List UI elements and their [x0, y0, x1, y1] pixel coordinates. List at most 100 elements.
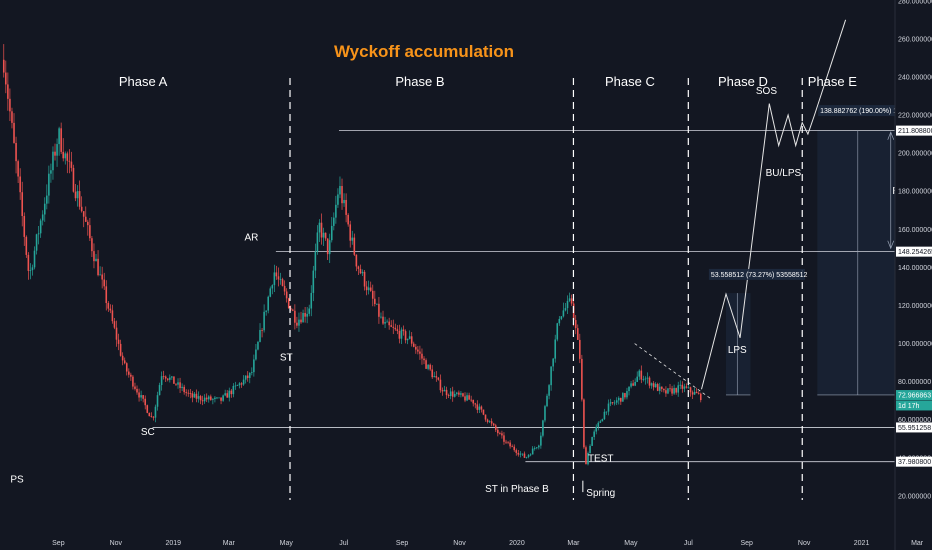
candle-body: [220, 397, 222, 401]
candle-body: [386, 321, 388, 323]
candle-body: [585, 447, 587, 465]
price-label-text: 55.951258: [898, 425, 931, 432]
candle-body: [646, 377, 649, 379]
candle-body: [603, 411, 606, 420]
candle-body: [121, 355, 124, 361]
phase-label: Phase A: [119, 74, 168, 89]
candle-body: [398, 330, 401, 339]
candle-body: [484, 414, 487, 420]
candle-body: [345, 199, 347, 215]
candle-body: [240, 383, 243, 385]
candle-body: [162, 376, 165, 377]
annotation-ps: PS: [10, 475, 24, 486]
candle-body: [417, 349, 419, 352]
candle-body: [497, 429, 499, 434]
candle-body: [429, 364, 431, 370]
candle-body: [550, 366, 552, 386]
candle-body: [5, 72, 7, 85]
candle-body: [156, 395, 159, 407]
price-label-box: [896, 125, 932, 136]
measure-label: 138.882762 (190.00%) 138882762: [820, 108, 928, 115]
candle-body: [695, 391, 698, 394]
candle-body: [523, 453, 526, 458]
candle-body: [529, 454, 532, 456]
resistance-arrow-down: [887, 240, 895, 250]
resistance-arrow-up: [887, 131, 895, 140]
candle-body: [427, 364, 429, 369]
candle-body: [671, 388, 673, 394]
candle-body: [540, 435, 542, 446]
candle-body: [347, 214, 349, 225]
candle-body: [230, 390, 233, 395]
candle-body: [607, 403, 610, 412]
candle-body: [478, 406, 481, 410]
candle-body: [615, 400, 618, 403]
candle-body: [374, 298, 376, 305]
candle-body: [415, 346, 417, 350]
candle-body: [195, 393, 198, 399]
candle-body: [257, 341, 259, 350]
candle-body: [371, 290, 374, 299]
x-tick-label: Nov: [798, 540, 811, 547]
candle-body: [656, 384, 659, 391]
phase-label: Phase B: [395, 74, 444, 89]
candle-body: [52, 151, 54, 171]
candle-body: [480, 406, 483, 410]
candle-body: [93, 251, 95, 262]
annotation-spring: Spring: [586, 488, 615, 499]
candle-body: [689, 387, 692, 393]
candle-body: [187, 392, 190, 394]
candle-body: [574, 320, 577, 329]
candle-body: [538, 445, 540, 448]
candle-body: [279, 279, 282, 281]
candle-body: [568, 298, 571, 301]
candle-body: [451, 391, 454, 397]
candle-body: [392, 326, 395, 328]
candle-body: [21, 192, 24, 217]
candle-body: [103, 279, 106, 287]
time-axis-bg: [0, 536, 932, 550]
candle-body: [503, 435, 505, 442]
candle-body: [470, 399, 472, 401]
candle-body: [164, 376, 167, 379]
candle-body: [636, 376, 639, 382]
candle-body: [99, 274, 101, 276]
candle-body: [15, 142, 17, 162]
y-tick-label: 160.000000: [898, 227, 932, 234]
price-label-text: 37.980800: [898, 459, 931, 466]
candle-body: [394, 327, 397, 330]
candle-body: [160, 376, 163, 386]
y-tick-label: 120.000000: [898, 303, 932, 310]
candle-body: [384, 322, 386, 324]
candle-body: [318, 222, 321, 233]
candle-body: [421, 353, 423, 359]
y-tick-label: 100.000000: [898, 341, 932, 348]
candle-body: [365, 286, 368, 291]
candle-body: [513, 446, 516, 451]
candle-body: [35, 234, 38, 251]
candle-body: [546, 395, 548, 407]
candle-body: [408, 336, 411, 339]
candle-body: [597, 422, 600, 427]
candle-body: [486, 419, 489, 422]
measure-box-lps: [725, 293, 751, 395]
candle-body: [673, 388, 675, 394]
candle-body: [683, 386, 686, 389]
candle-body: [667, 388, 669, 394]
candle-body: [68, 160, 71, 162]
x-tick-label: May: [280, 540, 294, 547]
candle-body: [54, 151, 56, 156]
candle-body: [595, 426, 598, 432]
candle-body: [111, 310, 114, 322]
candle-body: [638, 370, 641, 377]
candle-body: [681, 384, 684, 389]
x-tick-label: 2020: [509, 540, 525, 547]
candle-body: [632, 383, 634, 386]
candle-body: [210, 396, 212, 400]
chart-title: Wyckoff accumulation: [334, 42, 514, 61]
price-label-box: [896, 456, 932, 467]
candle-body: [175, 383, 177, 385]
candle-body: [443, 389, 446, 392]
candle-body: [33, 250, 36, 268]
price-label-box: [896, 422, 932, 433]
